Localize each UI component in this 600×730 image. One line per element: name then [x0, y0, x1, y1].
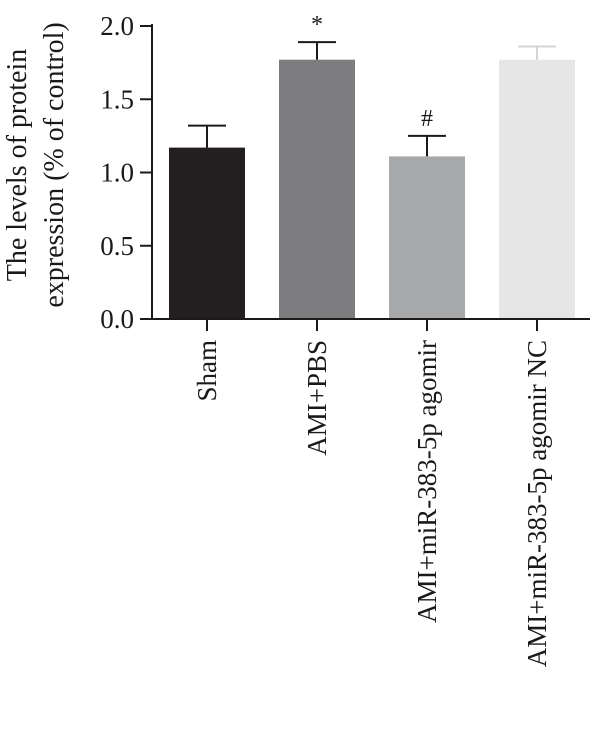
y-axis: 0.0 0.5 1.0 1.5 2.0	[100, 11, 153, 334]
significance-marker: *	[311, 12, 323, 38]
bar	[499, 59, 575, 319]
y-tick-label: 0.5	[100, 231, 134, 261]
x-tick-label: AMI+miR-383-5p agomir	[412, 340, 442, 623]
y-tick-label: 1.0	[100, 158, 134, 188]
y-axis-title-line-2: expression (% of control)	[39, 22, 70, 307]
y-tick-label: 2.0	[100, 11, 134, 41]
x-tick-label: AMI+miR-383-5p agomir NC	[522, 340, 552, 667]
bar	[279, 59, 355, 319]
y-tick-label: 1.5	[100, 84, 134, 114]
bar	[389, 156, 465, 319]
x-axis: Sham AMI+PBS AMI+miR-383-5p agomir AMI+miR-…	[151, 318, 590, 667]
bar	[169, 147, 245, 319]
bars: *#	[169, 12, 575, 319]
x-tick-label: AMI+PBS	[302, 340, 332, 456]
significance-marker: #	[421, 106, 433, 132]
y-tick-label: 0.0	[100, 304, 134, 334]
y-axis-title: The levels of protein expression (% of c…	[2, 22, 70, 307]
x-tick-label: Sham	[192, 340, 222, 402]
y-axis-title-line-1: The levels of protein	[2, 49, 33, 281]
